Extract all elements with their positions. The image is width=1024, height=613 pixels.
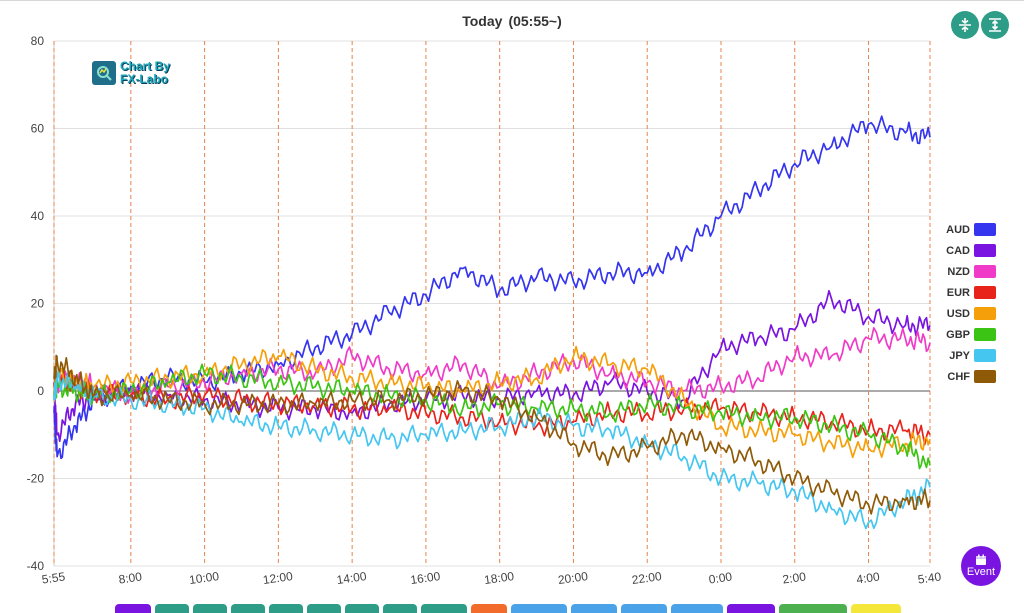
legend-item-gbp[interactable]: GBP <box>940 324 996 345</box>
legend-label: JPY <box>949 349 970 362</box>
x-tick-label: 4:00 <box>855 569 880 586</box>
legend-label: USD <box>946 307 970 320</box>
x-tick-label: 0:00 <box>708 569 733 586</box>
bottom-tab[interactable] <box>269 604 303 613</box>
y-tick-label: 60 <box>31 122 45 136</box>
x-tick-label: 5:40 <box>917 569 942 586</box>
legend-item-usd[interactable]: USD <box>940 303 996 324</box>
legend-swatch <box>974 328 996 341</box>
x-tick-label: 12:00 <box>262 569 294 587</box>
bottom-tab[interactable] <box>421 604 467 613</box>
expand-button[interactable] <box>981 11 1009 39</box>
legend-label: CHF <box>947 370 970 383</box>
legend-label: EUR <box>946 286 970 299</box>
y-tick-label: 20 <box>31 297 45 311</box>
legend-item-nzd[interactable]: NZD <box>940 261 996 282</box>
bottom-tab[interactable] <box>115 604 151 613</box>
event-button[interactable]: Event <box>961 546 1001 586</box>
series-line-chf <box>53 354 931 515</box>
legend-label: GBP <box>946 328 970 341</box>
y-tick-label: 0 <box>37 384 44 398</box>
bottom-tab[interactable] <box>851 604 901 613</box>
y-tick-label: 40 <box>31 209 45 223</box>
legend-swatch <box>974 265 996 278</box>
y-tick-label: -20 <box>27 472 45 486</box>
x-tick-label: 5:55 <box>41 569 66 586</box>
legend-swatch <box>974 223 996 236</box>
bottom-tab[interactable] <box>383 604 417 613</box>
bottom-tab[interactable] <box>571 604 617 613</box>
bottom-tab[interactable] <box>307 604 341 613</box>
bottom-tab-bar <box>0 604 1024 613</box>
bottom-tab[interactable] <box>671 604 723 613</box>
x-tick-label: 8:00 <box>118 569 143 586</box>
bottom-tab[interactable] <box>727 604 775 613</box>
x-tick-label: 10:00 <box>188 569 220 587</box>
x-tick-label: 16:00 <box>410 569 442 587</box>
logo: Chart By FX-Labo <box>92 60 170 86</box>
compress-icon <box>959 18 971 32</box>
series-line-aud <box>53 115 931 460</box>
legend-swatch <box>974 286 996 299</box>
legend-item-eur[interactable]: EUR <box>940 282 996 303</box>
legend-swatch <box>974 370 996 383</box>
chart-title-text: Today <box>462 13 503 29</box>
legend-item-jpy[interactable]: JPY <box>940 345 996 366</box>
series-line-gbp <box>53 363 931 470</box>
legend-item-aud[interactable]: AUD <box>940 219 996 240</box>
legend-swatch <box>974 244 996 257</box>
calendar-icon <box>976 554 986 565</box>
bottom-tab[interactable] <box>155 604 189 613</box>
compress-button[interactable] <box>951 11 979 39</box>
bottom-tab[interactable] <box>779 604 847 613</box>
legend-label: AUD <box>946 223 970 236</box>
y-tick-label: -40 <box>27 559 45 573</box>
legend-item-chf[interactable]: CHF <box>940 366 996 387</box>
x-tick-label: 2:00 <box>782 569 807 586</box>
x-tick-label: 22:00 <box>631 569 663 587</box>
logo-line1: Chart By <box>120 59 171 73</box>
legend-swatch <box>974 349 996 362</box>
event-button-label: Event <box>966 566 996 578</box>
logo-mark-icon <box>92 61 116 85</box>
legend-item-cad[interactable]: CAD <box>940 240 996 261</box>
chart-title: Today (05:55~) <box>0 13 1024 29</box>
x-tick-label: 14:00 <box>336 569 368 587</box>
x-tick-label: 18:00 <box>483 569 515 587</box>
bottom-tab[interactable] <box>511 604 567 613</box>
bottom-tab[interactable] <box>193 604 227 613</box>
y-tick-label: 80 <box>31 34 45 48</box>
expand-icon <box>989 18 1001 32</box>
chart-subtitle-text: (05:55~) <box>508 13 562 29</box>
bottom-tab[interactable] <box>231 604 265 613</box>
legend: AUD CAD NZD EUR USD GBP JPY CHF <box>940 219 996 387</box>
top-border <box>0 0 1024 1</box>
bottom-tab[interactable] <box>471 604 507 613</box>
legend-label: NZD <box>947 265 970 278</box>
series-line-jpy <box>53 369 931 530</box>
legend-swatch <box>974 307 996 320</box>
bottom-tab[interactable] <box>621 604 667 613</box>
x-tick-label: 20:00 <box>557 569 589 587</box>
bottom-tab[interactable] <box>345 604 379 613</box>
legend-label: CAD <box>946 244 970 257</box>
logo-line2: FX-Labo <box>120 72 168 86</box>
